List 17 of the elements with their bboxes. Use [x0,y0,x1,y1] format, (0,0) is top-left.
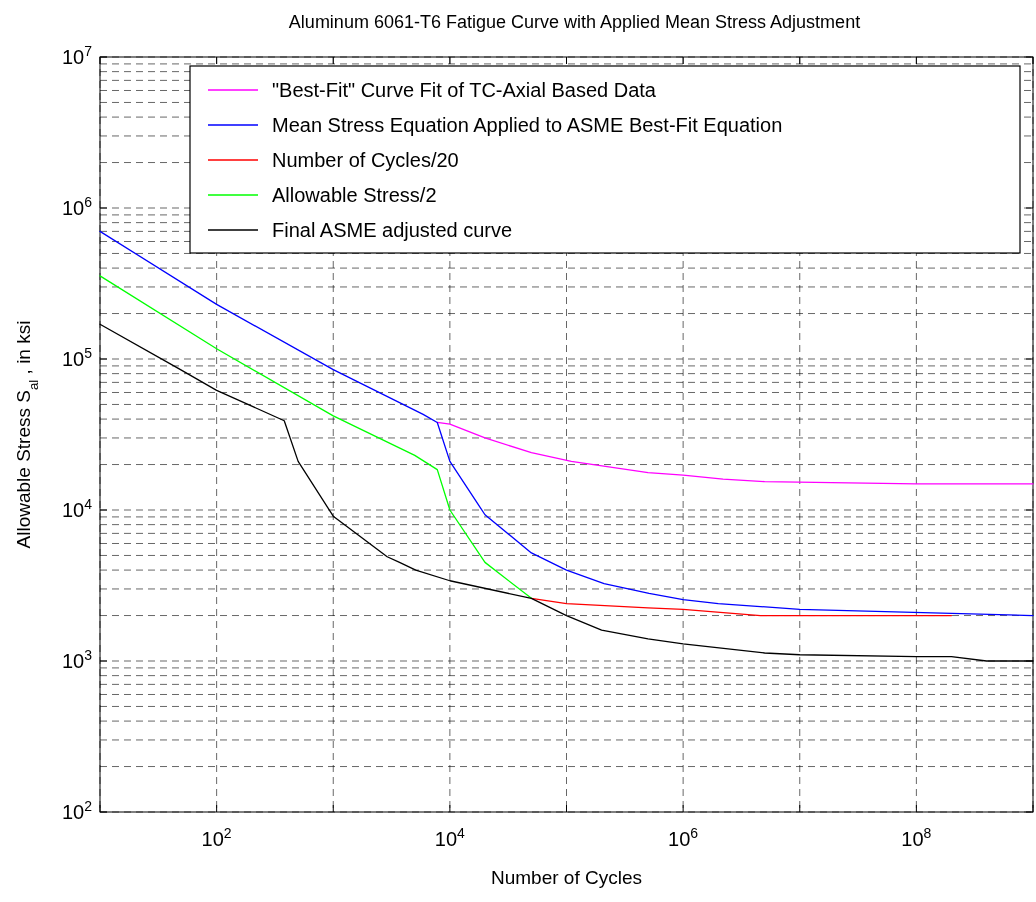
y-tick-label: 10$^{7}$ [61,43,93,68]
y-tick-label: 10$^{6}$ [61,194,93,219]
x-tick-label: 10$^{6}$ [668,825,699,850]
y-tick-label: 10$^{3}$ [61,647,93,672]
y-tick-label: 10$^{2}$ [61,798,93,823]
x-axis-title: Number of Cycles [491,867,642,888]
chart-title: Aluminum 6061-T6 Fatigue Curve with Applied Mean Stress Adjustment [288,12,861,32]
y-tick-label: 10$^{5}$ [61,345,93,370]
legend-label: Allowable Stress/2 [272,184,437,206]
legend-label: "Best-Fit" Curve Fit of TC-Axial Based Data [272,79,657,101]
legend-label: Mean Stress Equation Applied to ASME Best-Fit Equation [272,114,783,136]
legend-label: Number of Cycles/20 [272,149,459,171]
y-tick-label: 10$^{4}$ [61,496,93,521]
x-tick-label: 10$^{8}$ [901,825,932,850]
x-tick-label: 10$^{2}$ [201,825,232,850]
legend-label: Final ASME adjusted curve [272,219,513,241]
x-tick-label: 10$^{4}$ [434,825,466,850]
